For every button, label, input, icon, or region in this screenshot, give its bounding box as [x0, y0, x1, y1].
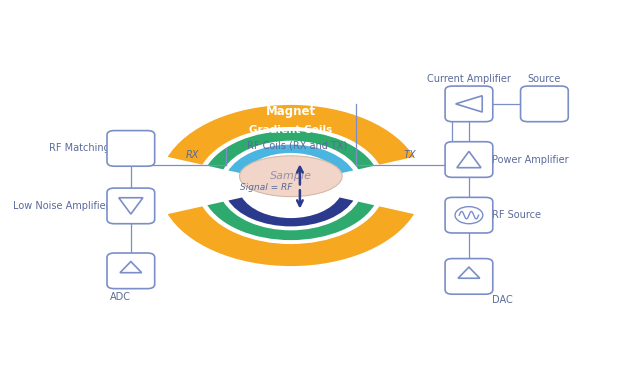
Text: Source: Source [528, 74, 561, 84]
Wedge shape [227, 144, 355, 175]
Wedge shape [166, 104, 415, 166]
FancyBboxPatch shape [445, 259, 493, 294]
Text: TX: TX [404, 150, 417, 160]
Text: ADC: ADC [110, 292, 131, 302]
Text: RF Source: RF Source [492, 210, 540, 220]
Ellipse shape [240, 156, 342, 197]
Text: Sample: Sample [270, 171, 312, 181]
Wedge shape [227, 196, 355, 227]
Text: Signal = RF: Signal = RF [240, 183, 293, 192]
Text: Power Amplifier: Power Amplifier [492, 155, 568, 164]
FancyBboxPatch shape [107, 188, 154, 224]
Text: RF Coils (RX and TX): RF Coils (RX and TX) [247, 141, 347, 150]
Text: Gradient Coils: Gradient Coils [249, 125, 333, 135]
Text: RF Matching: RF Matching [49, 144, 110, 153]
Text: Magnet: Magnet [266, 105, 316, 118]
FancyBboxPatch shape [520, 86, 569, 122]
Text: Low Noise Amplifier: Low Noise Amplifier [13, 201, 110, 211]
Text: DAC: DAC [492, 295, 512, 305]
Text: Current Amplifier: Current Amplifier [427, 74, 511, 84]
FancyBboxPatch shape [445, 86, 493, 122]
FancyBboxPatch shape [107, 253, 154, 289]
FancyBboxPatch shape [107, 131, 154, 166]
Wedge shape [166, 205, 415, 267]
FancyBboxPatch shape [445, 142, 493, 177]
Text: RX: RX [186, 150, 199, 160]
Wedge shape [206, 200, 376, 241]
FancyBboxPatch shape [445, 197, 493, 233]
Wedge shape [206, 130, 376, 171]
